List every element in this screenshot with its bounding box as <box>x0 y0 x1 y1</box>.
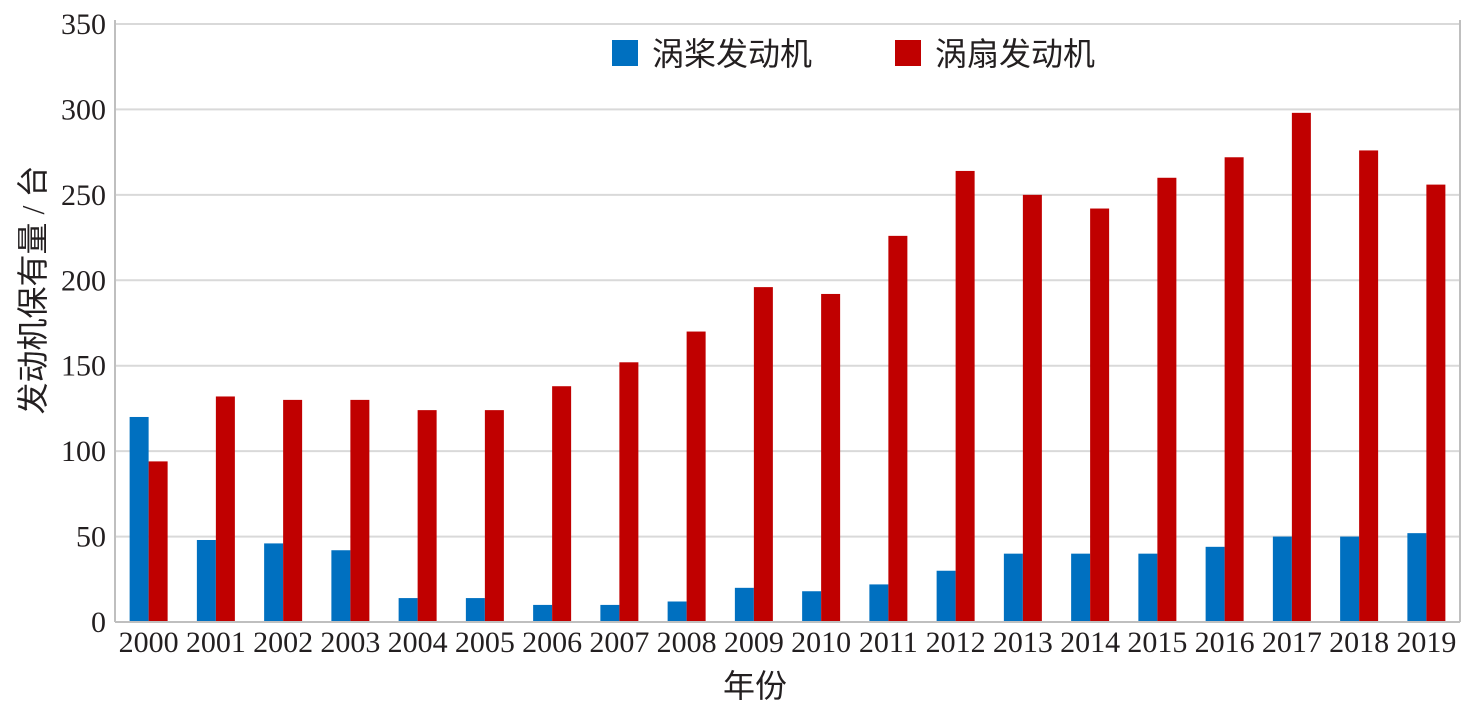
x-tick-label: 2015 <box>1127 626 1187 659</box>
bar-turbofan-2018 <box>1359 150 1379 623</box>
y-tick-label: 200 <box>61 264 106 297</box>
bar-turbofan-2011 <box>888 235 908 622</box>
x-tick-label: 2001 <box>186 626 246 659</box>
y-tick-labels: 0 50 100 150 200 250 300 350 <box>61 8 106 639</box>
gridlines <box>115 23 1460 538</box>
bar-turboprop-2008 <box>667 601 687 622</box>
bar-turboprop-2005 <box>465 598 485 622</box>
bar-turboprop-2012 <box>936 570 956 622</box>
y-tick-label: 50 <box>76 521 106 554</box>
bar-turboprop-2015 <box>1138 553 1158 622</box>
x-tick-label: 2014 <box>1060 626 1120 659</box>
bar-turbofan-2000 <box>148 461 168 622</box>
bar-turbofan-2002 <box>283 399 303 622</box>
x-tick-label: 2011 <box>859 626 918 659</box>
x-tick-label: 2013 <box>993 626 1053 659</box>
bar-turbofan-2004 <box>417 410 437 622</box>
bar-turbofan-2010 <box>821 293 841 622</box>
x-tick-label: 2009 <box>724 626 784 659</box>
x-tick-label: 2002 <box>253 626 313 659</box>
bars <box>129 112 1446 623</box>
bar-turbofan-2001 <box>215 396 235 622</box>
legend-swatch-turboprop <box>612 40 638 66</box>
y-tick-label: 300 <box>61 93 106 126</box>
x-tick-label: 2010 <box>791 626 851 659</box>
x-tick-label: 2017 <box>1262 626 1322 659</box>
x-tick-label: 2006 <box>522 626 582 659</box>
x-tick-label: 2012 <box>926 626 986 659</box>
bar-turboprop-2016 <box>1205 546 1225 622</box>
bar-turbofan-2007 <box>619 362 639 622</box>
y-tick-label: 0 <box>91 606 106 639</box>
bar-turboprop-2009 <box>734 587 754 622</box>
x-tick-label: 2003 <box>320 626 380 659</box>
x-tick-label: 2016 <box>1195 626 1255 659</box>
bar-turboprop-2004 <box>398 598 418 622</box>
bar-turbofan-2019 <box>1426 184 1446 622</box>
bar-turboprop-2018 <box>1340 536 1360 622</box>
bar-turboprop-2011 <box>869 584 889 622</box>
bar-turboprop-2003 <box>331 550 351 622</box>
bar-turbofan-2015 <box>1157 177 1177 622</box>
x-tick-label: 2019 <box>1396 626 1456 659</box>
x-tick-label: 2004 <box>388 626 448 659</box>
legend-label-turboprop: 涡桨发动机 <box>652 36 812 72</box>
x-axis-title: 年份 <box>723 668 787 704</box>
legend-label-turbofan: 涡扇发动机 <box>935 36 1095 72</box>
x-tick-labels: 2000 2001 2002 2003 2004 2005 2006 2007 2008 2009… <box>119 626 1457 659</box>
x-tick-label: 2005 <box>455 626 515 659</box>
bar-turboprop-2002 <box>264 543 284 622</box>
x-tick-label: 2007 <box>589 626 649 659</box>
y-axis-title: 发动机保有量 / 台 <box>15 166 51 415</box>
x-tick-label: 2008 <box>657 626 717 659</box>
bar-turboprop-2010 <box>802 591 822 622</box>
bar-turboprop-2019 <box>1407 533 1427 622</box>
y-tick-label: 350 <box>61 8 106 41</box>
bar-turboprop-2007 <box>600 604 620 622</box>
bar-turbofan-2014 <box>1090 208 1110 623</box>
y-tick-label: 150 <box>61 350 106 383</box>
axes <box>114 20 1461 623</box>
y-tick-label: 250 <box>61 179 106 212</box>
bar-turbofan-2016 <box>1224 157 1244 623</box>
bar-turbofan-2005 <box>484 410 504 622</box>
bar-turboprop-2014 <box>1071 553 1091 622</box>
bar-turbofan-2012 <box>955 170 975 623</box>
bar-turbofan-2017 <box>1291 112 1311 623</box>
x-tick-label: 2018 <box>1329 626 1389 659</box>
bar-turboprop-2013 <box>1003 553 1023 622</box>
legend: 涡桨发动机 涡扇发动机 <box>612 36 1095 72</box>
bar-turboprop-2000 <box>129 416 149 622</box>
legend-swatch-turbofan <box>895 40 921 66</box>
bar-turbofan-2006 <box>552 386 572 622</box>
bar-turbofan-2003 <box>350 399 370 622</box>
bar-turboprop-2001 <box>196 539 216 622</box>
y-tick-label: 100 <box>61 435 106 468</box>
bar-turboprop-2017 <box>1272 536 1292 622</box>
x-tick-label: 2000 <box>119 626 179 659</box>
bar-turbofan-2009 <box>753 287 773 622</box>
bar-turbofan-2008 <box>686 331 706 622</box>
bar-turboprop-2006 <box>533 604 553 622</box>
bar-turbofan-2013 <box>1022 194 1042 622</box>
